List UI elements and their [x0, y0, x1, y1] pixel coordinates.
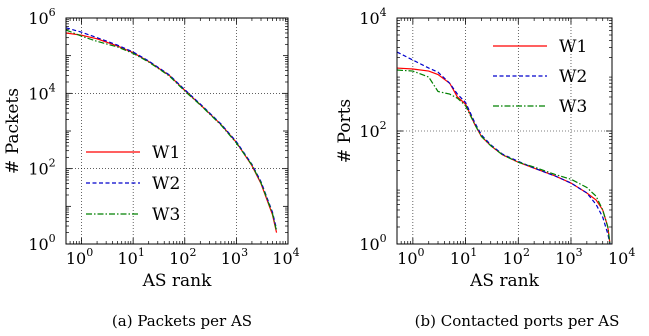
legend-label-w3: W3 [559, 97, 587, 117]
x-tick-label: 103 [221, 246, 248, 268]
tick-base: 10 [169, 249, 189, 268]
tick-exponent: 4 [628, 246, 635, 259]
tick-base: 10 [503, 249, 523, 268]
legend-label-w2: W2 [152, 174, 180, 194]
x-axis-label: AS rank [469, 271, 540, 291]
tick-base: 10 [397, 249, 417, 268]
tick-base: 10 [359, 235, 379, 254]
tick-base: 10 [272, 249, 292, 268]
tick-base: 10 [28, 84, 48, 103]
tick-exponent: 3 [576, 246, 583, 259]
x-tick-label: 102 [169, 246, 196, 268]
tick-exponent: 2 [189, 246, 196, 259]
series-line-w1 [397, 67, 611, 244]
series-line-w2 [397, 51, 611, 244]
tick-exponent: 4 [49, 81, 56, 94]
tick-base: 10 [608, 249, 628, 268]
tick-base: 10 [555, 249, 575, 268]
tick-base: 10 [28, 9, 48, 28]
tick-exponent: 0 [380, 232, 387, 245]
tick-exponent: 0 [49, 232, 56, 245]
x-tick-label: 100 [397, 246, 424, 268]
tick-exponent: 2 [49, 157, 56, 170]
x-tick-label: 104 [608, 246, 635, 268]
tick-exponent: 1 [470, 246, 477, 259]
y-tick-label: 106 [28, 6, 55, 28]
tick-base: 10 [359, 9, 379, 28]
y-tick-label: 102 [359, 119, 386, 141]
x-tick-label: 103 [555, 246, 582, 268]
tick-exponent: 3 [241, 246, 248, 259]
tick-exponent: 6 [49, 6, 56, 19]
figure-caption: (b) Contacted ports per AS [415, 312, 620, 330]
legend-label-w1: W1 [152, 143, 180, 163]
series-line-w2 [66, 27, 278, 230]
legend-label-w1: W1 [559, 37, 587, 57]
y-tick-label: 104 [28, 81, 55, 103]
plot-frame [65, 17, 289, 245]
tick-base: 10 [450, 249, 470, 268]
y-tick-label: 100 [28, 232, 55, 254]
tick-exponent: 0 [86, 246, 93, 259]
y-tick-label: 102 [28, 157, 55, 179]
x-tick-label: 104 [272, 246, 299, 268]
series-line-w1 [66, 32, 278, 233]
x-tick-label: 100 [66, 246, 93, 268]
tick-exponent: 4 [293, 246, 300, 259]
tick-base: 10 [66, 249, 86, 268]
tick-base: 10 [359, 122, 379, 141]
tick-exponent: 2 [380, 119, 387, 132]
y-axis-label: # Packets [3, 88, 23, 174]
series-line-w3 [66, 29, 278, 232]
tick-exponent: 0 [418, 246, 425, 259]
y-tick-label: 100 [359, 232, 386, 254]
tick-base: 10 [117, 249, 137, 268]
tick-exponent: 1 [138, 246, 145, 259]
legend-label-w3: W3 [152, 205, 180, 225]
y-axis-label: # Ports [335, 99, 355, 163]
tick-exponent: 4 [380, 6, 387, 19]
figure-caption: (a) Packets per AS [112, 312, 252, 330]
x-tick-label: 101 [117, 246, 144, 268]
tick-base: 10 [28, 235, 48, 254]
x-axis-label: AS rank [142, 271, 213, 291]
x-tick-label: 102 [503, 246, 530, 268]
series-line-w3 [397, 69, 611, 244]
tick-base: 10 [221, 249, 241, 268]
y-tick-label: 104 [359, 6, 386, 28]
tick-base: 10 [28, 160, 48, 179]
legend-label-w2: W2 [559, 67, 587, 87]
x-tick-label: 101 [450, 246, 477, 268]
tick-exponent: 2 [523, 246, 530, 259]
